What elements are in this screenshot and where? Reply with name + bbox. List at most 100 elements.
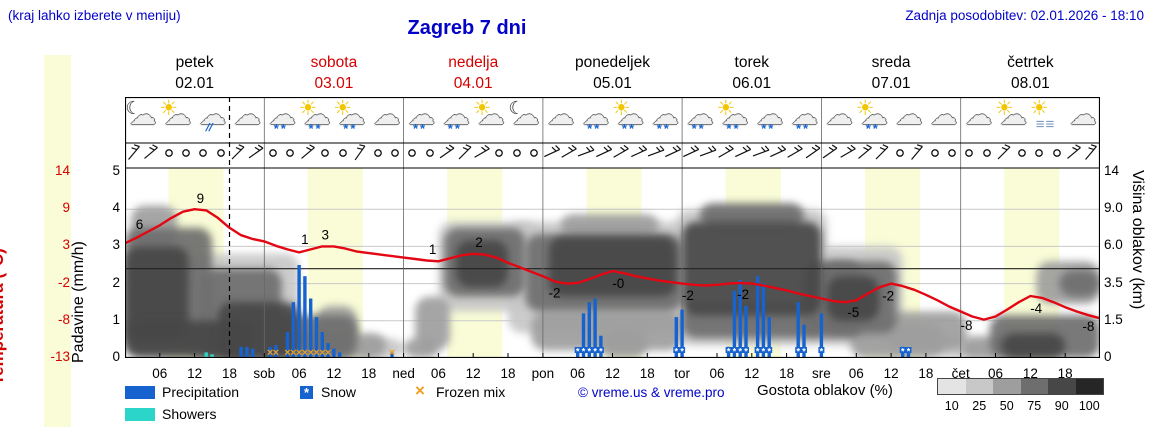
weather-icon-sun-fog: ☀ ≡≡ (1030, 97, 1066, 141)
frozen-mix-icon: × (415, 381, 425, 400)
wind-barb-icon (786, 144, 804, 162)
wind-barb-icon (473, 144, 491, 162)
wind-barb-icon (1082, 144, 1100, 162)
svg-text:1: 1 (429, 242, 437, 257)
svg-text:×: × (273, 347, 279, 358)
svg-text:*: * (582, 347, 586, 357)
showers-legend-label: Showers (162, 406, 217, 422)
frozen-mix-legend-label: Frozen mix (436, 384, 506, 400)
weather-icon-sun-cloud: ☀ ☁ (995, 97, 1031, 141)
temperature-labels: 691 31 2-2-0-2 -2-5-2-8-4-8 (136, 191, 1095, 334)
svg-text:-2: -2 (682, 288, 694, 303)
cloud-icon: ☁ (651, 100, 679, 130)
x-axis-label: 18 (918, 366, 934, 381)
wind-calm-icon (212, 144, 230, 162)
cloud-density-bar-border (937, 378, 1104, 395)
wind-barb-icon (595, 144, 613, 162)
svg-text:1: 1 (301, 232, 309, 247)
weather-icon-cloud: ☁ (368, 99, 404, 141)
plot-frame (125, 97, 1100, 358)
copyright-link[interactable]: © vreme.us & vreme.pro (578, 385, 725, 400)
wind-calm-icon (403, 144, 421, 162)
wind-barb-icon (630, 144, 648, 162)
cloud-icon: ☁ (164, 100, 192, 130)
showers-swatch (125, 408, 155, 421)
x-axis-label: 12 (465, 366, 481, 381)
x-axis-label: 18 (500, 366, 516, 381)
wind-barb-icon (229, 144, 247, 162)
precip-axis-tick: 2 (112, 274, 120, 290)
svg-text:*: * (733, 347, 737, 357)
wind-calm-icon (194, 144, 212, 162)
snow-swatch-icon: * (300, 386, 313, 399)
wind-barb-icon (804, 144, 822, 162)
wind-barb-icon (456, 144, 474, 162)
wind-barb-icon (247, 144, 265, 162)
svg-text:-0: -0 (612, 276, 624, 291)
weather-icon-cloud: ☁ (542, 99, 578, 141)
cloud-icon: ☁ (825, 100, 853, 130)
cloud-icon: ☁ (965, 100, 993, 130)
cloud-icon: ☁ (1069, 100, 1097, 130)
wind-calm-icon (177, 144, 195, 162)
svg-text:-5: -5 (847, 305, 859, 320)
cloud-axis-tick: 6.0 (1104, 237, 1123, 253)
weather-icon-cloud-snow: ☁ ** (682, 99, 718, 141)
cloud-density-cell (965, 379, 993, 394)
wind-barb-icon (577, 144, 595, 162)
wind-calm-icon (1048, 144, 1066, 162)
svg-text:*: * (820, 347, 824, 357)
weather-icon-sun-cloud-snow: ☀ ☁ ** (856, 97, 892, 141)
wind-barb-icon (839, 144, 857, 162)
weather-icon-cloud-rain: ☁// (194, 99, 230, 141)
weather-icon-sun-cloud: ☀ ☁ (159, 97, 195, 141)
left-axis-strip (44, 55, 71, 427)
cloud-icon: ☁ (721, 100, 749, 130)
cloud-icon: ☁ (408, 100, 435, 130)
day-name: petek (175, 54, 214, 71)
temperature-line (125, 208, 1100, 321)
svg-text:*: * (576, 347, 580, 357)
wind-barb-icon (560, 144, 578, 162)
cloud-icon: ☁ (860, 100, 888, 130)
sun-icon: ☀ (333, 97, 353, 120)
svg-text:-8: -8 (960, 318, 972, 333)
wind-barb-icon (612, 144, 630, 162)
x-axis-label: 18 (1057, 366, 1073, 381)
snowflakes-icon: ** (796, 121, 811, 136)
svg-text:-4: -4 (1030, 301, 1042, 316)
wind-barb-icon (142, 144, 160, 162)
cloud-density-cell (938, 379, 966, 394)
cloud-icon: ☁ (930, 100, 958, 130)
svg-text:*: * (675, 347, 679, 357)
x-axis-label: 12 (604, 366, 621, 381)
x-axis-label: 18 (639, 366, 655, 381)
cloud-density-cell (1075, 379, 1103, 394)
cloud-density-tick: 100 (1078, 399, 1100, 413)
x-axis-label: 12 (326, 366, 342, 381)
cloud-icon: ☁ (686, 100, 714, 130)
meteogram-canvas: × × × × × × × × × × × * * * * * * * * * * * * * * * * * * *691 31 2-2-0… (125, 97, 1100, 358)
wind-barb-icon (734, 144, 752, 162)
svg-text:×: × (319, 347, 325, 358)
precip-axis-tick: 1 (112, 311, 120, 327)
cloud-icon: ☁ (616, 100, 644, 130)
wind-barb-icon (664, 144, 682, 162)
svg-text:×: × (284, 347, 290, 358)
wind-barb-icon (717, 144, 735, 162)
svg-text:×: × (313, 347, 319, 358)
sun-icon: ☀ (716, 97, 736, 120)
cloud-density-tick: 10 (944, 399, 959, 413)
svg-text:*: * (727, 347, 731, 357)
x-axis-label: pon (531, 366, 555, 381)
svg-text:×: × (389, 347, 395, 358)
x-axis-label: 06 (848, 366, 864, 381)
cloud-axis-tick: 9.0 (1104, 200, 1123, 216)
wind-calm-icon (525, 144, 543, 162)
snowflakes-icon: ** (587, 121, 602, 136)
day-name: sobota (310, 54, 358, 71)
cloud-density-cell (1020, 379, 1048, 394)
x-axis-label: 06 (430, 366, 446, 381)
temperature-axis-title: Temperatura (°C) (0, 248, 7, 385)
x-axis-label: 18 (361, 366, 377, 381)
